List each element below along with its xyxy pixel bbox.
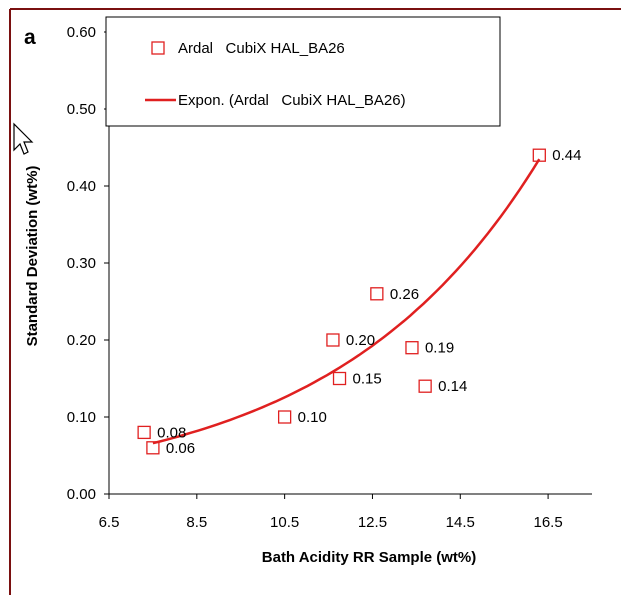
data-points-group: 0.080.06 0.10 0.20 0.15 0.26 0.19 0.14 0.44 (137, 147, 582, 457)
data-point-label: 0.26 (390, 286, 419, 303)
legend: Ardal CubiX HAL_BA26 Expon. (Ardal CubiX… (105, 16, 501, 127)
y-tick-label: 0.60 (67, 24, 96, 41)
data-point-marker (532, 148, 546, 162)
mouse-cursor-icon (13, 122, 34, 155)
x-tick-group: 6.5 8.5 10.5 12.5 14.5 16.5 (99, 494, 563, 531)
x-tick-label: 16.5 (533, 514, 562, 531)
data-point-label: 0.20 (346, 332, 375, 349)
legend-box (105, 16, 501, 127)
y-tick-label: 0.30 (67, 255, 96, 272)
y-tick-group: 0.00 0.10 0.20 0.30 0.40 0.50 0.60 (67, 24, 109, 503)
data-point-marker (405, 341, 419, 355)
data-point-label: 0.15 (353, 371, 382, 388)
y-axis-title: Standard Deviation (wt%) (24, 166, 41, 347)
legend-marker-square (151, 41, 165, 55)
data-point-marker (326, 333, 340, 347)
x-axis-title: Bath Acidity RR Sample (wt%) (262, 549, 476, 566)
data-point-label: 0.06 (166, 440, 195, 457)
x-tick-label: 8.5 (186, 514, 207, 531)
x-tick-label: 10.5 (270, 514, 299, 531)
data-point-label: 0.08 (157, 424, 186, 441)
y-tick-label: 0.10 (67, 409, 96, 426)
y-tick-label: 0.40 (67, 178, 96, 195)
data-point-label: 0.14 (438, 378, 467, 395)
data-point-marker (332, 371, 347, 386)
legend-label-trendline: Expon. (Ardal CubiX HAL_BA26) (178, 92, 406, 109)
panel-label: a (24, 26, 36, 49)
exponential-trendline (152, 158, 541, 445)
data-point-label: 0.19 (425, 340, 454, 357)
y-tick-label: 0.50 (67, 101, 96, 118)
x-tick-label: 14.5 (446, 514, 475, 531)
x-tick-label: 6.5 (99, 514, 120, 531)
legend-label-series: Ardal CubiX HAL_BA26 (178, 40, 345, 57)
y-tick-label: 0.20 (67, 332, 96, 349)
y-tick-label: 0.00 (67, 486, 96, 503)
data-point-marker (146, 441, 160, 455)
data-point-marker (418, 379, 432, 393)
data-point-label: 0.10 (298, 409, 327, 426)
data-point-label: 0.44 (552, 147, 581, 164)
data-point-marker (277, 410, 292, 424)
data-point-marker (137, 425, 151, 440)
x-tick-label: 12.5 (358, 514, 387, 531)
data-point-marker (370, 287, 384, 301)
